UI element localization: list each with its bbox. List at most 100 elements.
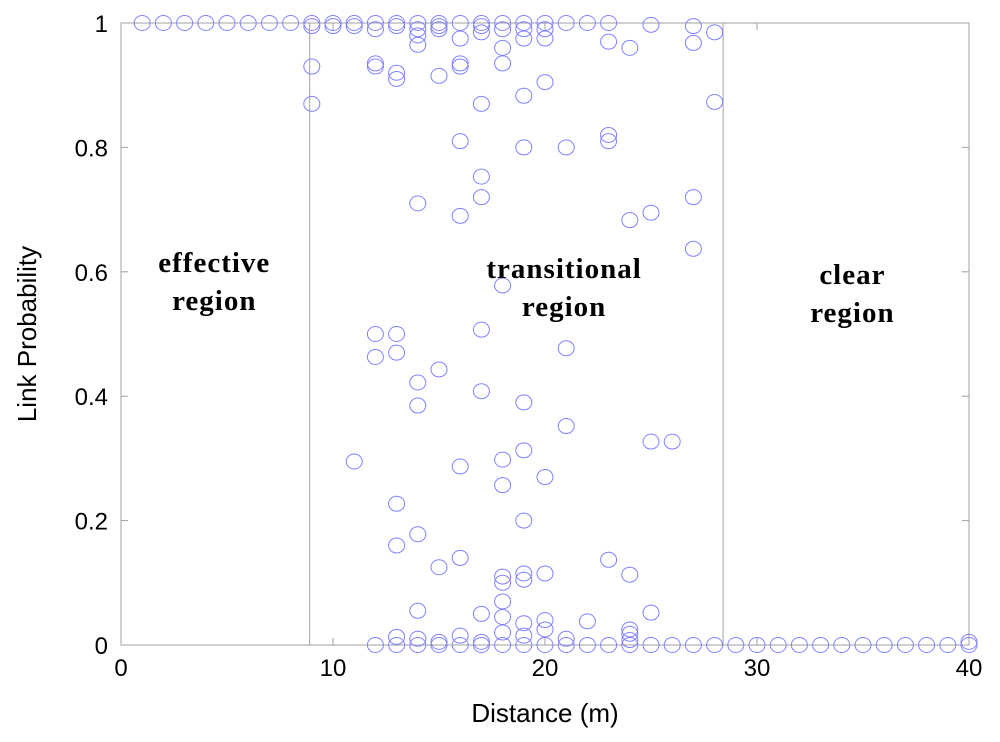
data-point	[578, 613, 596, 630]
x-tick-label: 30	[744, 655, 771, 682]
data-point	[642, 16, 660, 33]
data-point	[303, 58, 321, 75]
data-point	[388, 64, 406, 81]
data-point	[515, 512, 533, 529]
data-point	[684, 189, 702, 206]
data-point	[621, 212, 639, 229]
data-point	[345, 453, 363, 470]
data-point	[472, 383, 490, 400]
data-point	[472, 321, 490, 338]
region-label: clear	[819, 259, 885, 291]
data-point	[833, 637, 851, 653]
data-point	[451, 627, 469, 644]
data-point	[388, 70, 406, 87]
data-point	[409, 15, 427, 31]
data-point	[578, 15, 596, 31]
data-point	[557, 630, 575, 647]
data-point	[557, 637, 575, 653]
data-point	[472, 18, 490, 35]
y-tick-labels: 0 0.2 0.4 0.6 0.8 1	[75, 11, 108, 660]
data-point	[536, 469, 554, 486]
region-label: region	[172, 285, 256, 317]
data-point	[600, 33, 618, 50]
x-tick-label: 0	[114, 655, 127, 682]
data-point	[642, 637, 660, 653]
data-point	[472, 633, 490, 650]
data-point	[430, 361, 448, 378]
data-point	[430, 21, 448, 38]
data-point	[366, 326, 384, 342]
data-point	[536, 15, 554, 31]
data-point	[239, 15, 257, 31]
data-point	[536, 612, 554, 629]
data-point	[494, 39, 512, 56]
data-point	[960, 637, 978, 653]
data-point	[727, 637, 745, 653]
y-tick-label: 0.8	[75, 135, 108, 162]
x-tick-label: 20	[532, 655, 559, 682]
data-point	[494, 55, 512, 72]
data-point	[430, 633, 448, 650]
data-point	[176, 15, 194, 31]
data-point	[706, 93, 724, 110]
data-point	[621, 625, 639, 642]
data-point	[388, 18, 406, 35]
data-point	[663, 637, 681, 653]
data-point	[536, 565, 554, 582]
region-label: region	[522, 291, 606, 323]
data-point	[515, 394, 533, 411]
data-point	[769, 637, 787, 653]
data-point	[472, 168, 490, 185]
data-point	[345, 15, 363, 31]
y-tick-label: 0.2	[75, 509, 108, 536]
data-point	[409, 602, 427, 619]
data-point	[684, 637, 702, 653]
data-point	[494, 451, 512, 468]
data-point	[684, 240, 702, 257]
data-point	[706, 24, 724, 41]
data-point	[345, 18, 363, 35]
data-point	[642, 604, 660, 621]
data-point	[706, 637, 724, 653]
data-point	[303, 15, 321, 31]
data-point	[557, 139, 575, 156]
data-point	[939, 637, 957, 653]
data-point	[472, 95, 490, 112]
data-point	[451, 15, 469, 31]
data-point	[451, 30, 469, 47]
data-point	[154, 15, 172, 31]
data-point	[472, 15, 490, 31]
data-point	[557, 418, 575, 435]
data-point	[600, 133, 618, 150]
data-point	[748, 637, 766, 653]
data-point	[388, 537, 406, 554]
data-point	[366, 21, 384, 38]
data-point	[197, 15, 215, 31]
y-tick-label: 0.4	[75, 384, 108, 411]
data-point	[515, 571, 533, 588]
data-point	[515, 637, 533, 653]
data-point	[451, 55, 469, 72]
data-point	[515, 565, 533, 582]
region-boundaries	[309, 23, 724, 645]
data-point	[409, 36, 427, 53]
data-point	[960, 633, 978, 650]
data-point	[430, 18, 448, 35]
data-point	[812, 637, 830, 653]
data-point	[536, 30, 554, 47]
data-point	[451, 549, 469, 566]
data-point	[494, 21, 512, 38]
data-point	[451, 637, 469, 653]
data-point	[324, 15, 342, 31]
data-point	[472, 24, 490, 41]
data-point	[451, 133, 469, 150]
data-point	[366, 349, 384, 366]
data-point	[472, 605, 490, 622]
data-point	[621, 621, 639, 638]
data-point	[494, 637, 512, 653]
data-point	[600, 637, 618, 653]
data-point	[472, 637, 490, 653]
data-point	[282, 15, 300, 31]
data-point	[409, 526, 427, 543]
data-point	[451, 207, 469, 224]
